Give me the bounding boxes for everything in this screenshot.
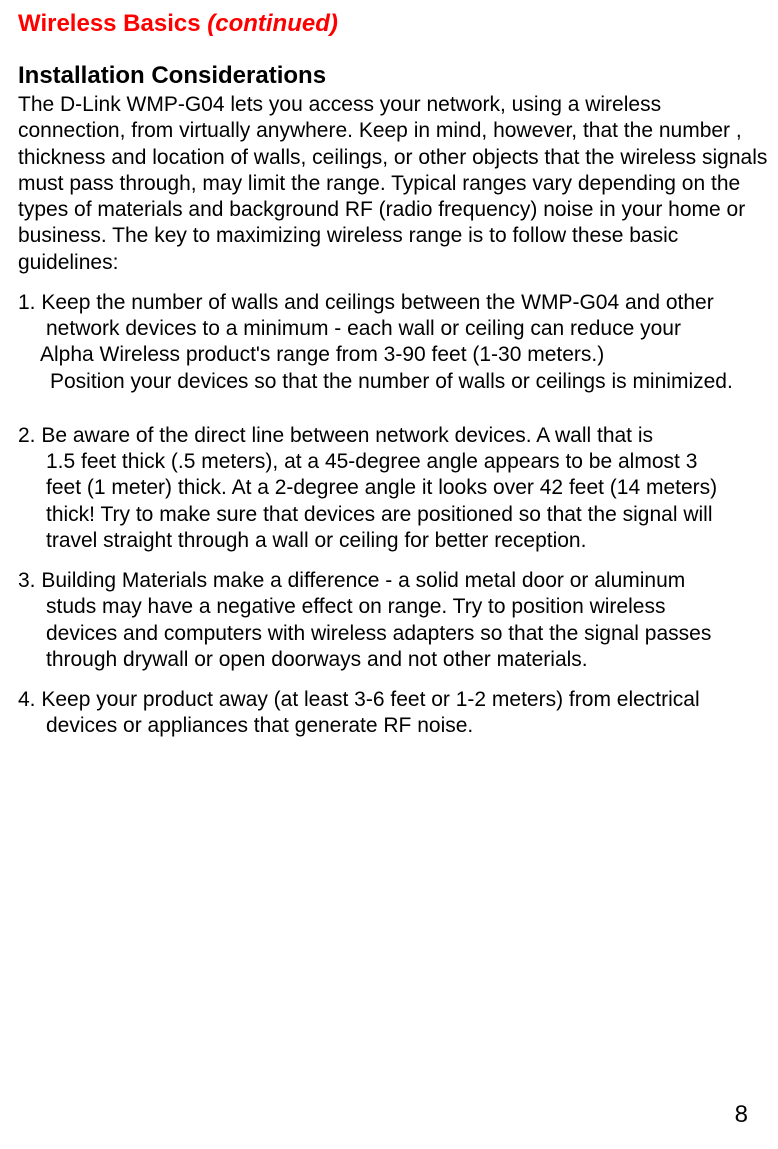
guideline-4: 4. Keep your product away (at least 3-6 … <box>18 687 770 740</box>
guideline-2-line2: 1.5 feet thick (.5 meters), at a 45-degr… <box>18 449 770 475</box>
guideline-1: 1. Keep the number of walls and ceilings… <box>18 290 770 395</box>
section-heading: Wireless Basics (continued) <box>18 10 770 38</box>
guideline-1-line2: network devices to a minimum - each wall… <box>18 316 770 342</box>
page-number: 8 <box>735 1101 748 1129</box>
guideline-4-line1: 4. Keep your product away (at least 3-6 … <box>18 687 770 713</box>
guideline-2-line5: travel straight through a wall or ceilin… <box>18 528 770 554</box>
guideline-3-line2: studs may have a negative effect on rang… <box>18 594 770 620</box>
guideline-1-line1: 1. Keep the number of walls and ceilings… <box>18 290 770 316</box>
guideline-2-line1: 2. Be aware of the direct line between n… <box>18 423 770 449</box>
guideline-3-line1: 3. Building Materials make a difference … <box>18 568 770 594</box>
intro-paragraph: The D-Link WMP-G04 lets you access your … <box>18 92 770 276</box>
guideline-3-line4: through drywall or open doorways and not… <box>18 647 770 673</box>
guideline-3: 3. Building Materials make a difference … <box>18 568 770 673</box>
guideline-2-line4: thick! Try to make sure that devices are… <box>18 502 770 528</box>
guideline-2-line3: feet (1 meter) thick. At a 2-degree angl… <box>18 475 770 501</box>
guideline-3-line3: devices and computers with wireless adap… <box>18 621 770 647</box>
heading-continued: (continued) <box>207 10 338 37</box>
guideline-1-line4: Position your devices so that the number… <box>18 369 770 395</box>
heading-main: Wireless Basics <box>18 10 207 37</box>
subheading: Installation Considerations <box>18 62 770 90</box>
guideline-1-line3: Alpha Wireless product's range from 3-90… <box>18 342 770 368</box>
guideline-2: 2. Be aware of the direct line between n… <box>18 423 770 554</box>
guideline-4-line2: devices or appliances that generate RF n… <box>18 713 770 739</box>
